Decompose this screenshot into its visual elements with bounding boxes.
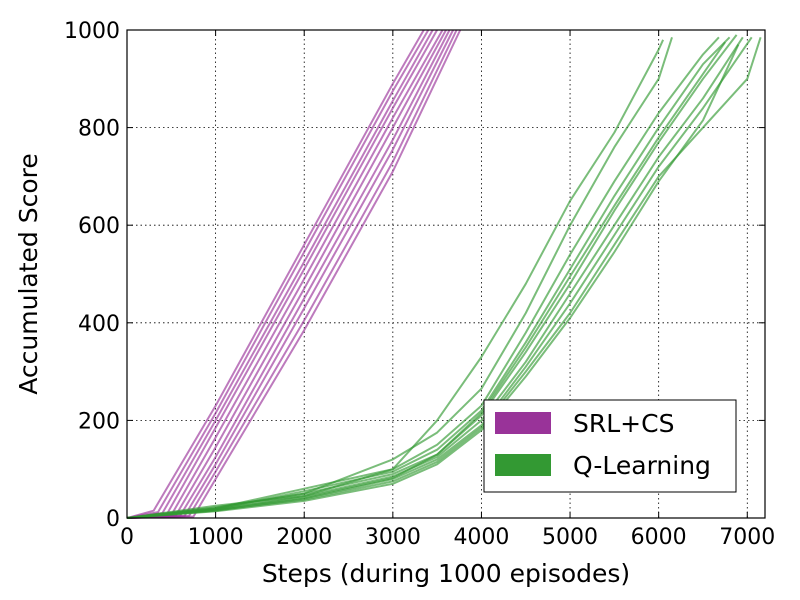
y-tick-label: 800 xyxy=(78,117,120,142)
legend-label: Q-Learning xyxy=(573,451,711,480)
series-run-line xyxy=(126,36,731,519)
axis-ticks: 0 1000 2000 3000 4000 5000 6000 7000 0 200 400 600 8… xyxy=(64,19,775,550)
plot-frame xyxy=(126,29,766,519)
y-axis-label: Accumulated Score xyxy=(14,153,43,394)
y-tick-label: 1000 xyxy=(64,19,120,44)
legend-label: SRL+CS xyxy=(573,409,674,438)
series-run-line xyxy=(126,29,462,519)
series-run-line xyxy=(126,29,425,519)
series-run-line xyxy=(126,34,738,519)
x-tick-label: 2000 xyxy=(276,525,332,550)
series-run-line xyxy=(126,29,430,519)
legend: SRL+CS Q-Learning xyxy=(483,399,737,493)
x-tick-label: 3000 xyxy=(365,525,421,550)
x-tick-label: 7000 xyxy=(719,525,775,550)
x-tick-label: 4000 xyxy=(453,525,509,550)
series-run-line xyxy=(126,36,744,519)
series-run-line xyxy=(126,41,726,519)
series-run-line xyxy=(126,36,762,519)
x-tick-label: 5000 xyxy=(542,525,598,550)
y-tick-label: 600 xyxy=(78,214,120,239)
x-axis-label: Steps (during 1000 episodes) xyxy=(262,559,630,588)
x-tick-label: 0 xyxy=(120,525,134,550)
y-tick-label: 400 xyxy=(78,312,120,337)
legend-swatch xyxy=(495,412,551,434)
series-run-line xyxy=(126,29,447,519)
x-tick-label: 1000 xyxy=(188,525,244,550)
legend-swatch xyxy=(495,454,551,476)
y-tick-label: 0 xyxy=(106,507,120,532)
x-tick-label: 6000 xyxy=(631,525,687,550)
series-run-line xyxy=(126,36,720,519)
series-run-line xyxy=(126,29,454,519)
y-tick-label: 200 xyxy=(78,409,120,434)
series-srl-cs xyxy=(126,29,462,519)
